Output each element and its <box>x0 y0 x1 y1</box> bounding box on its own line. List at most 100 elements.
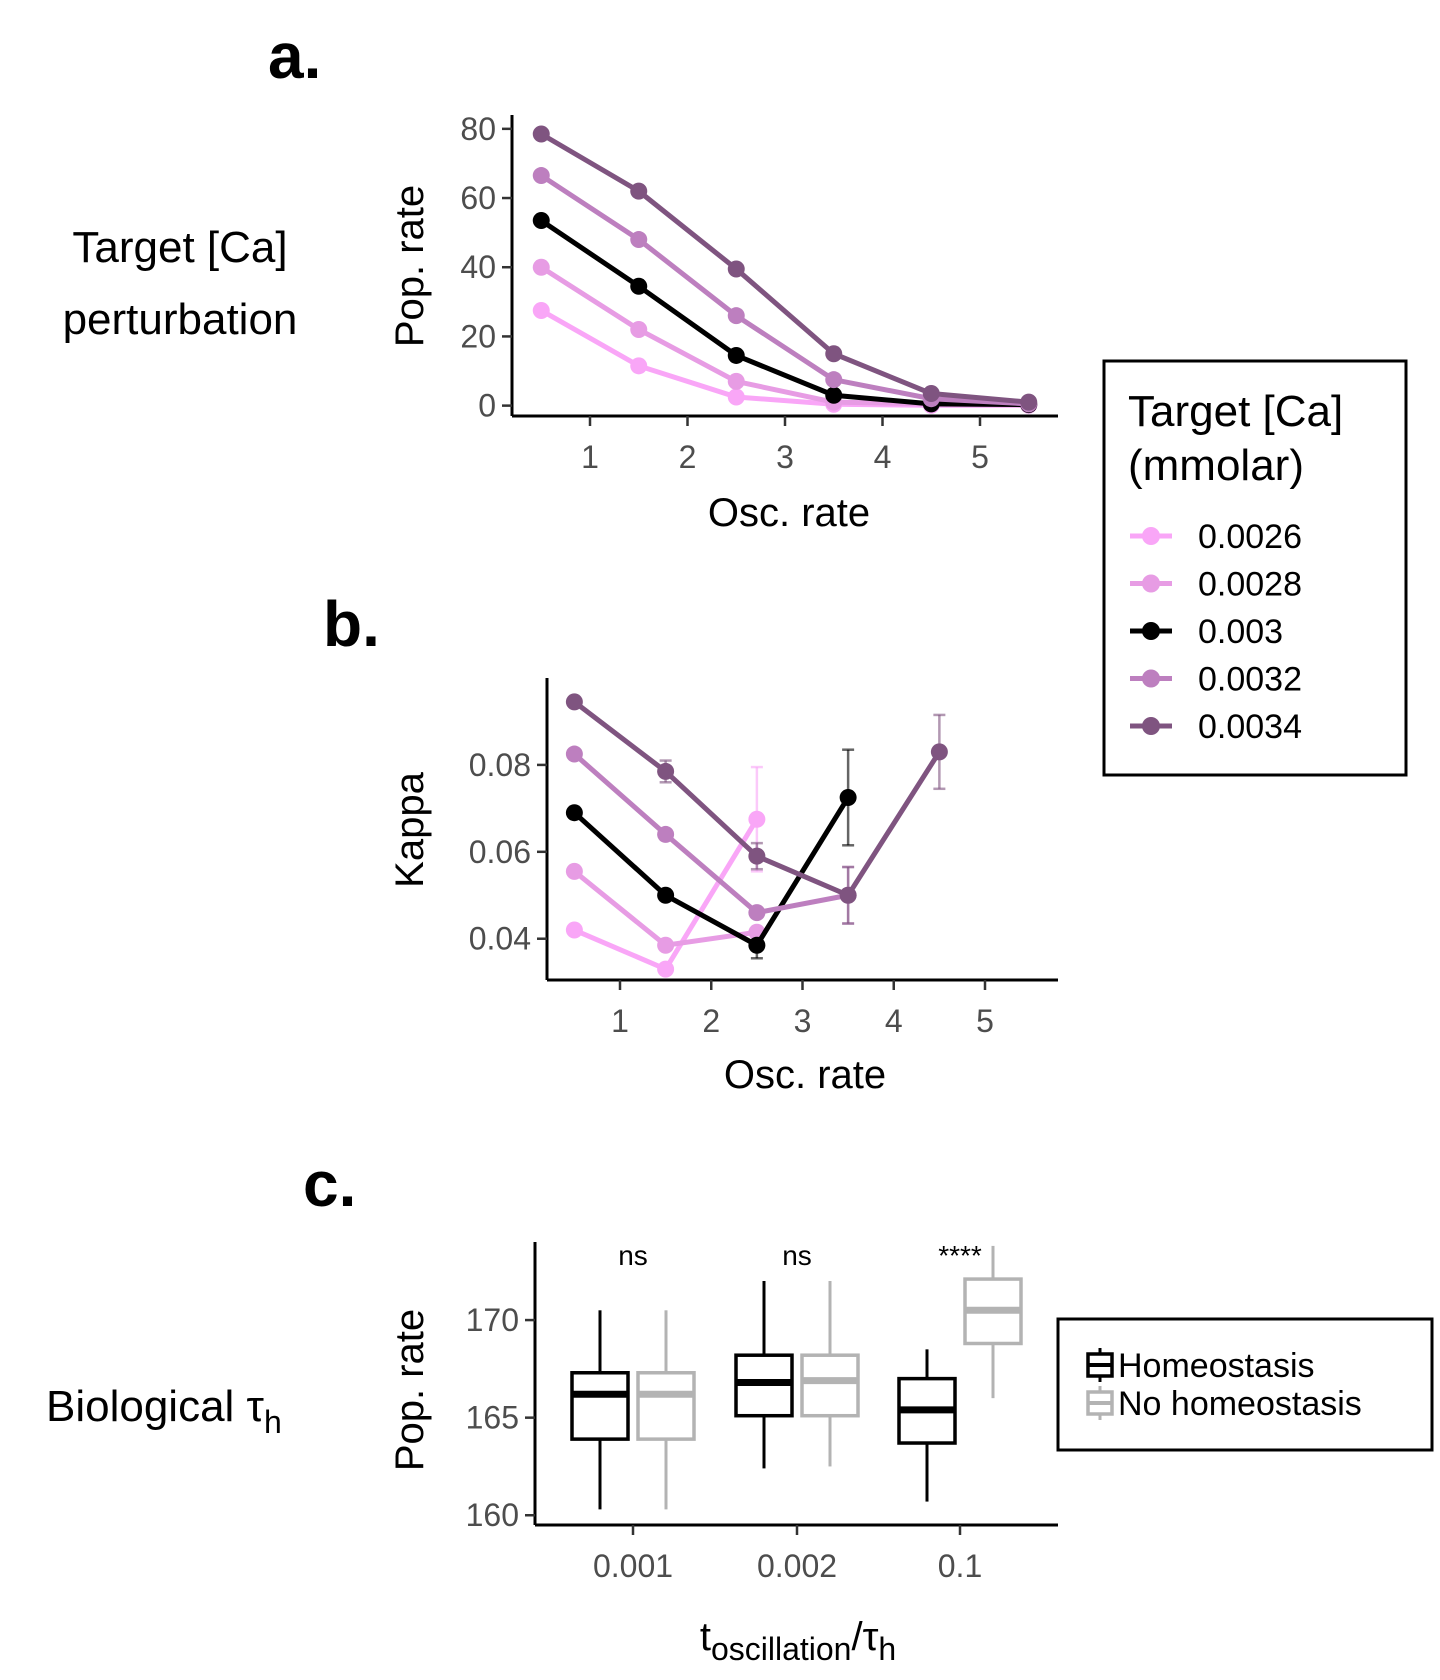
panel-b-point-0.003-0 <box>565 804 583 822</box>
panel-a-point-0.0034-0 <box>532 125 550 143</box>
panel-b-ytick-label-0: 0.04 <box>469 921 531 957</box>
panel-a-point-0.0034-3 <box>825 345 843 363</box>
panel-a-line-0.003 <box>539 218 1029 408</box>
panel-b-point-0.0028-0 <box>565 862 583 880</box>
panel-a-ylabel: Pop. rate <box>388 185 432 347</box>
panel-c-xlabel-sub: oscillation <box>711 1631 852 1667</box>
row-label-biological: Biological τh <box>46 1382 282 1440</box>
panel-a-point-0.0032-0 <box>532 167 550 185</box>
row-label-line-2: perturbation <box>63 295 298 344</box>
panel-b-point-0.003-3 <box>839 788 857 806</box>
panel-c-xtick-label-1: 0.002 <box>757 1548 837 1584</box>
panel-a-xtick-label-5: 5 <box>971 439 989 475</box>
panel-b-ytick-label-1: 0.06 <box>469 834 531 870</box>
legend-key-point-0.0028 <box>1142 574 1160 593</box>
legend-label-0.0034: 0.0034 <box>1198 708 1302 746</box>
legend-label-0.0032: 0.0032 <box>1198 661 1302 699</box>
panel-a-point-0.0034-4 <box>922 385 940 403</box>
panel-b-point-0.0026-1 <box>657 960 675 978</box>
panel-c-ytick-label-165: 165 <box>466 1400 519 1436</box>
panel-c-letter: c. <box>303 1148 356 1220</box>
panel-c-box-1-1 <box>800 1353 860 1418</box>
panel-b-xtick-label-5: 5 <box>976 1003 994 1039</box>
panel-b-line-0.003 <box>572 796 851 949</box>
panel-b-point-0.0026-0 <box>565 921 583 939</box>
panel-a-line-0.0034 <box>539 131 1029 405</box>
panel-c-xlabel-main: t <box>700 1615 711 1659</box>
panel-a-line-0.0032 <box>539 173 1029 407</box>
panel-b-point-0.0032-1 <box>657 825 675 843</box>
panel-b-xtick-label-3: 3 <box>794 1003 812 1039</box>
panel-a-point-0.0032-3 <box>825 371 843 389</box>
panel-b-line-0.0032 <box>572 752 849 916</box>
panel-a-point-0.0028-2 <box>727 372 745 390</box>
legend-key-point-0.003 <box>1142 622 1160 640</box>
panel-b-xtick-label-1: 1 <box>611 1003 629 1039</box>
panel-b-point-0.0026-2 <box>748 810 766 828</box>
panel-b-xtick-label-2: 2 <box>702 1003 720 1039</box>
panel-a-point-0.003-0 <box>532 212 550 230</box>
panel-a-ytick-label-0: 0 <box>478 388 496 424</box>
panel-a-point-0.0034-2 <box>727 260 745 278</box>
panel-a: 1 2 3 4 5 0 20 40 60 80 Osc. rate Pop. rate <box>388 111 1058 535</box>
panel-c-xtick-label-0: 0.001 <box>593 1548 673 1584</box>
panel-b-point-0.0034-2 <box>748 847 766 865</box>
row-label-biological-main: Biological τ <box>46 1382 265 1431</box>
panel-a-xtick-label-4: 4 <box>874 439 892 475</box>
legend-label-0.003: 0.003 <box>1198 613 1283 651</box>
panel-b: 1 2 3 4 5 0.04 0.06 0.08 Osc. rate Kappa <box>388 678 1058 1097</box>
panel-a-ytick-label-40: 40 <box>460 249 496 285</box>
panel-a-point-0.003-1 <box>630 277 648 295</box>
legend-key-point-0.0034 <box>1142 717 1160 735</box>
panel-a-point-0.0032-1 <box>630 231 648 249</box>
panel-a-point-0.0028-1 <box>630 321 648 339</box>
panel-a-point-0.0034-1 <box>630 182 648 200</box>
panel-c-xlabel-mid: /τ <box>851 1615 878 1659</box>
row-label-line-1: Target [Ca] <box>72 223 287 272</box>
panel-b-point-0.0028-1 <box>657 936 675 954</box>
panel-c-significance-0: ns <box>618 1240 648 1271</box>
panel-c-ytick-label-160: 160 <box>466 1497 519 1533</box>
row-label-biological-sub: h <box>264 1404 282 1440</box>
panel-b-ylabel: Kappa <box>388 771 432 887</box>
panel-b-point-0.0034-4 <box>930 743 948 761</box>
panel-a-ytick-label-80: 80 <box>460 111 496 147</box>
panel-a-letter: a. <box>268 20 321 92</box>
panel-a-point-0.0028-0 <box>532 258 550 276</box>
panel-a-point-0.0034-5 <box>1020 393 1038 411</box>
panel-a-xtick-label-3: 3 <box>776 439 794 475</box>
legend-target-ca-frame <box>1102 359 1408 777</box>
panel-b-point-0.0032-2 <box>748 904 766 922</box>
panel-a-xtick-label-2: 2 <box>679 439 697 475</box>
panel-a-ytick-label-20: 20 <box>460 318 496 354</box>
legend-key-point-0.0032 <box>1142 669 1160 688</box>
panel-a-point-0.0026-0 <box>532 301 550 319</box>
panel-c-xlabel-sub2: h <box>878 1631 896 1667</box>
legend-key-point-0.0026 <box>1142 527 1160 545</box>
legend-c-label-0: Homeostasis <box>1118 1347 1315 1385</box>
panel-a-line-0.0028 <box>539 265 1029 408</box>
legend-label-0.0026: 0.0026 <box>1198 518 1302 556</box>
panel-a-point-0.0026-1 <box>630 357 648 375</box>
panel-c-ytick-label-170: 170 <box>466 1302 519 1338</box>
legend-c-label-1: No homeostasis <box>1118 1385 1362 1423</box>
panel-b-letter: b. <box>323 588 380 660</box>
panel-b-point-0.003-1 <box>657 886 675 904</box>
legend-label-0.0028: 0.0028 <box>1198 566 1302 604</box>
panel-b-point-0.0034-0 <box>565 693 583 711</box>
panel-b-point-0.0034-3 <box>839 886 857 904</box>
panel-b-point-0.0034-1 <box>657 762 675 780</box>
panel-c: ns ns **** 0.001 0.002 0.1 160 165 170 toscilla… <box>388 1240 1058 1667</box>
panel-c-significance-1: ns <box>782 1240 812 1271</box>
panel-b-line-0.0028 <box>572 869 758 948</box>
legend-title-line-2: (mmolar) <box>1128 441 1304 490</box>
panel-b-ytick-label-2: 0.08 <box>469 747 531 783</box>
panel-c-xtick-label-2: 0.1 <box>938 1548 982 1584</box>
panel-b-point-0.0032-0 <box>565 745 583 763</box>
panel-a-point-0.003-3 <box>825 386 843 404</box>
panel-c-box-1-0 <box>636 1371 696 1441</box>
legend-title-line-1: Target [Ca] <box>1128 387 1343 436</box>
panel-c-significance-2: **** <box>938 1240 982 1271</box>
panel-c-box-0-0 <box>570 1371 630 1441</box>
